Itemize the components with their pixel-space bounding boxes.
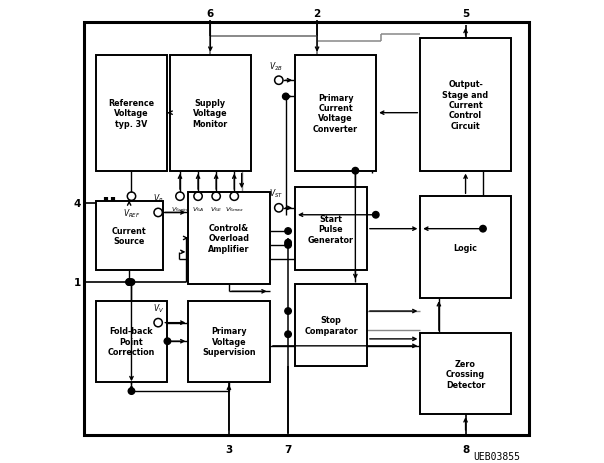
Bar bbox=[420, 39, 511, 171]
Text: $V_{6min}$: $V_{6min}$ bbox=[172, 205, 188, 214]
Bar bbox=[295, 56, 376, 171]
Circle shape bbox=[126, 279, 132, 286]
Text: Current
Source: Current Source bbox=[112, 226, 147, 246]
Circle shape bbox=[128, 388, 135, 394]
Text: Output-
Stage and
Current
Control
Circuit: Output- Stage and Current Control Circui… bbox=[443, 80, 489, 131]
Text: Supply
Voltage
Monitor: Supply Voltage Monitor bbox=[193, 99, 228, 128]
Text: 8: 8 bbox=[462, 444, 469, 454]
Text: $V_{ST}$: $V_{ST}$ bbox=[269, 188, 284, 200]
Circle shape bbox=[285, 240, 291, 246]
Bar bbox=[420, 333, 511, 414]
Text: 4: 4 bbox=[73, 199, 81, 209]
Circle shape bbox=[285, 242, 291, 249]
Circle shape bbox=[352, 168, 359, 175]
Text: Zero
Crossing
Detector: Zero Crossing Detector bbox=[446, 359, 485, 389]
Text: Start
Pulse
Generator: Start Pulse Generator bbox=[308, 214, 354, 244]
Bar bbox=[95, 301, 167, 382]
Bar bbox=[188, 192, 269, 285]
Text: Control&
Overload
Amplifier: Control& Overload Amplifier bbox=[208, 224, 249, 253]
Text: Stop
Comparator: Stop Comparator bbox=[304, 316, 358, 335]
Text: 1: 1 bbox=[73, 277, 80, 288]
Circle shape bbox=[373, 212, 379, 219]
Text: Primary
Current
Voltage
Converter: Primary Current Voltage Converter bbox=[313, 94, 358, 133]
Text: Primary
Voltage
Supervision: Primary Voltage Supervision bbox=[202, 326, 255, 357]
Circle shape bbox=[126, 279, 132, 286]
Text: $V_R$: $V_R$ bbox=[153, 192, 163, 205]
Text: Reference
Voltage
typ. 3V: Reference Voltage typ. 3V bbox=[108, 99, 155, 128]
Text: $V_{2B}$: $V_{2B}$ bbox=[269, 60, 283, 73]
Text: 5: 5 bbox=[462, 8, 469, 19]
Bar bbox=[295, 285, 367, 366]
Bar bbox=[420, 197, 511, 299]
Bar bbox=[295, 188, 367, 271]
Circle shape bbox=[128, 279, 135, 286]
Circle shape bbox=[285, 228, 291, 235]
Bar bbox=[84, 23, 529, 435]
Circle shape bbox=[285, 308, 291, 315]
Circle shape bbox=[480, 226, 486, 232]
Text: Logic: Logic bbox=[454, 243, 478, 252]
Bar bbox=[170, 56, 251, 171]
Text: $V_{6max}$: $V_{6max}$ bbox=[225, 205, 244, 214]
Text: $V_{6A}$: $V_{6A}$ bbox=[192, 205, 204, 214]
Text: UEB03855: UEB03855 bbox=[473, 450, 520, 461]
Text: 2: 2 bbox=[313, 8, 321, 19]
Text: 6: 6 bbox=[207, 8, 214, 19]
Bar bbox=[95, 56, 167, 171]
Text: 3: 3 bbox=[225, 444, 233, 454]
Text: $V_V$: $V_V$ bbox=[153, 302, 164, 315]
Text: Fold-back
Point
Correction: Fold-back Point Correction bbox=[108, 326, 155, 357]
Circle shape bbox=[285, 332, 291, 338]
Circle shape bbox=[283, 94, 289, 100]
Text: $V_{REF}$: $V_{REF}$ bbox=[123, 207, 140, 219]
Bar bbox=[188, 301, 269, 382]
Bar bbox=[95, 201, 163, 271]
Text: 7: 7 bbox=[284, 444, 292, 454]
Circle shape bbox=[164, 338, 171, 344]
Text: $V_{6E}$: $V_{6E}$ bbox=[210, 205, 222, 214]
